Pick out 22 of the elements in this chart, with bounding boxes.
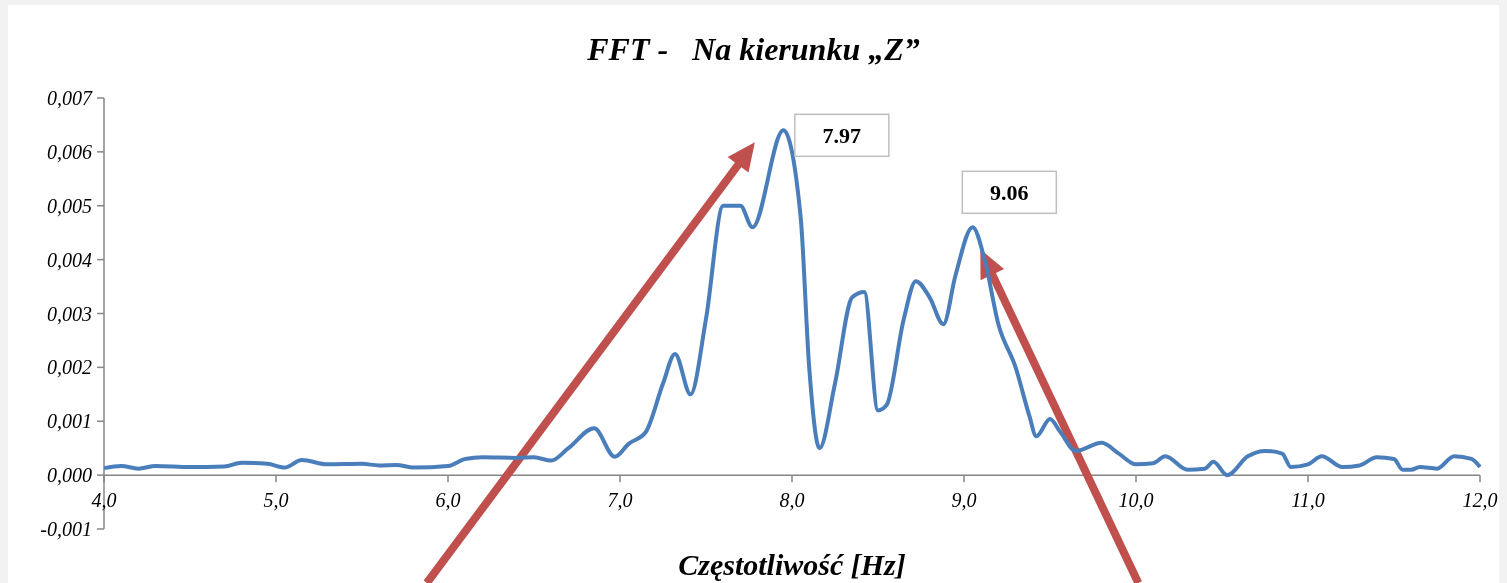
x-tick-label: 6,0 — [435, 489, 461, 512]
x-tick-label: 9,0 — [951, 489, 977, 512]
x-axis-title: Częstotliwość [Hz] — [678, 548, 906, 581]
y-tick-label: 0,003 — [47, 302, 92, 325]
y-tick-label: 0,002 — [47, 356, 92, 379]
y-tick-label: 0,000 — [47, 464, 92, 487]
x-tick-label: 7,0 — [607, 489, 633, 512]
chart-title: FFT - Na kierunku „Z” — [586, 31, 920, 67]
y-tick-label: 0,007 — [47, 87, 93, 109]
y-tick-label: 0,006 — [47, 140, 92, 163]
y-tick-label: -0,001 — [40, 518, 92, 540]
x-tick-label: 10,0 — [1118, 489, 1154, 512]
y-tick-label: 0,001 — [47, 410, 92, 433]
annotation: 9.06 — [990, 180, 1029, 205]
x-tick-label: 8,0 — [779, 489, 805, 512]
y-tick-label: 0,004 — [47, 248, 92, 271]
y-tick-label: 0,005 — [47, 194, 92, 217]
x-tick-label: 11,0 — [1291, 489, 1325, 512]
x-tick-label: 4,0 — [91, 489, 117, 512]
x-tick-label: 12,0 — [1462, 489, 1498, 512]
x-tick-label: 5,0 — [263, 489, 289, 512]
annotation: 7.97 — [822, 123, 862, 149]
